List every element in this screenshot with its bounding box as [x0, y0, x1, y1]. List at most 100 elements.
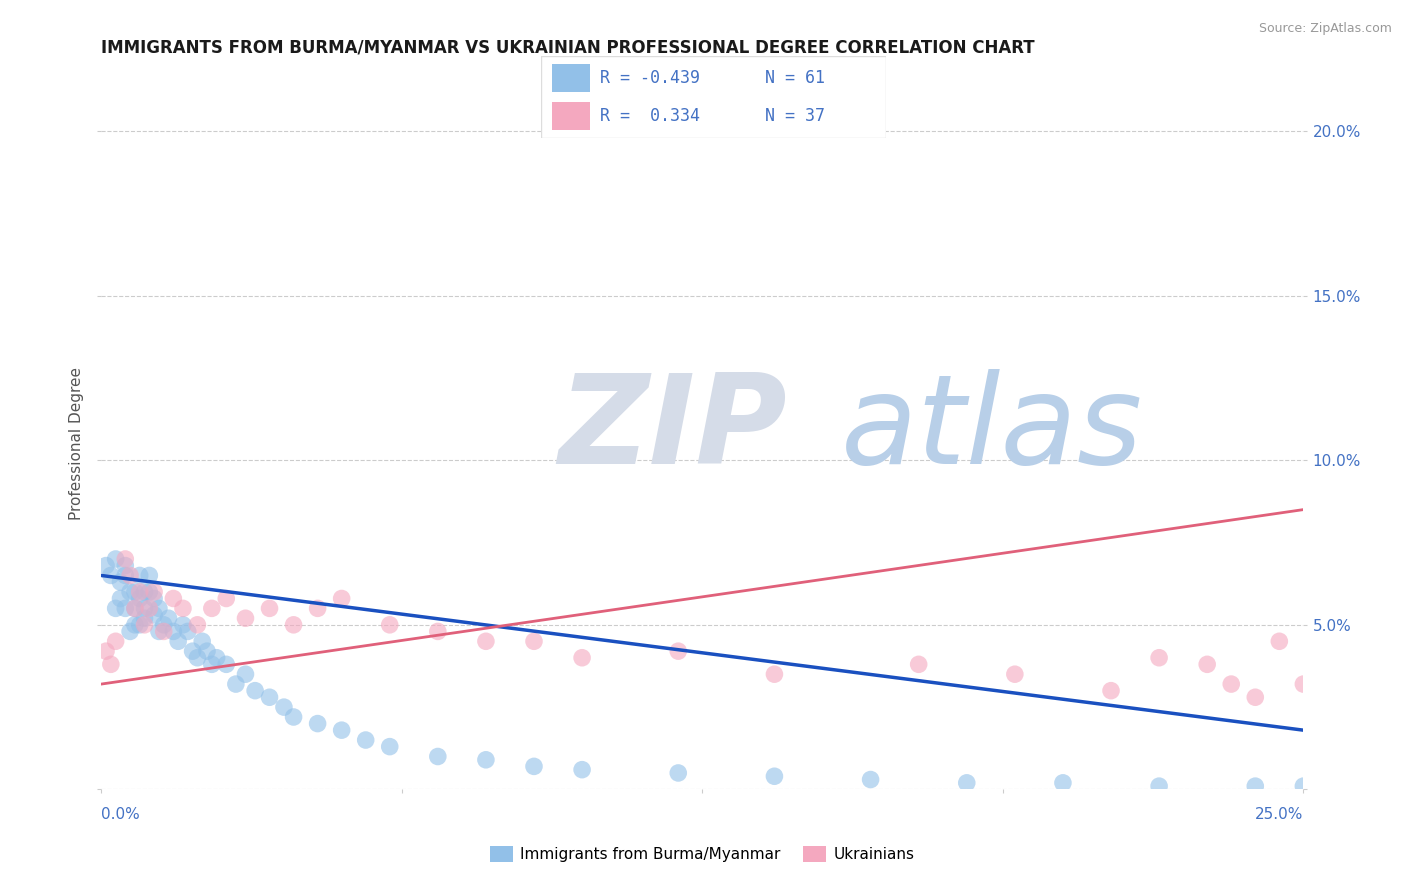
Point: [134, 601, 156, 615]
Point: [1197, 657, 1219, 672]
Point: [186, 650, 208, 665]
Text: 0.0%: 0.0%: [101, 807, 141, 822]
Text: IMMIGRANTS FROM BURMA/MYANMAR VS UKRAINIAN PROFESSIONAL DEGREE CORRELATION CHART: IMMIGRANTS FROM BURMA/MYANMAR VS UKRAINI…: [101, 38, 1035, 56]
Point: [124, 585, 146, 599]
Point: [1292, 779, 1315, 793]
Point: [120, 585, 142, 599]
Point: [114, 601, 136, 615]
Point: [177, 624, 200, 639]
Point: [104, 634, 127, 648]
Point: [307, 601, 329, 615]
Point: [186, 617, 208, 632]
Point: [666, 766, 689, 780]
Point: [1147, 779, 1170, 793]
Point: [523, 634, 546, 648]
Point: [523, 759, 546, 773]
Point: [283, 617, 305, 632]
Point: [162, 624, 184, 639]
Text: R =  0.334: R = 0.334: [600, 107, 700, 125]
Point: [138, 601, 160, 615]
Text: N = 61: N = 61: [765, 70, 825, 87]
Point: [104, 601, 127, 615]
Point: [763, 769, 786, 783]
Point: [172, 617, 194, 632]
Text: 25.0%: 25.0%: [1256, 807, 1303, 822]
Point: [134, 611, 156, 625]
Point: [128, 591, 150, 606]
Point: [195, 644, 218, 658]
Text: atlas: atlas: [841, 369, 1143, 491]
Point: [259, 690, 281, 705]
Point: [1147, 650, 1170, 665]
Point: [143, 607, 166, 622]
Point: [134, 585, 156, 599]
Y-axis label: Professional Degree: Professional Degree: [69, 368, 84, 520]
Point: [100, 657, 122, 672]
Point: [378, 617, 401, 632]
Point: [205, 650, 228, 665]
Point: [152, 624, 174, 639]
Point: [152, 617, 174, 632]
Point: [475, 634, 498, 648]
Point: [120, 624, 142, 639]
Point: [1220, 677, 1243, 691]
Text: Source: ZipAtlas.com: Source: ZipAtlas.com: [1258, 22, 1392, 36]
Point: [235, 667, 257, 681]
Point: [148, 601, 170, 615]
Point: [330, 723, 353, 738]
Point: [283, 710, 305, 724]
Point: [124, 601, 146, 615]
Point: [138, 585, 160, 599]
Legend: Immigrants from Burma/Myanmar, Ukrainians: Immigrants from Burma/Myanmar, Ukrainian…: [484, 840, 921, 868]
Point: [138, 568, 160, 582]
Point: [134, 617, 156, 632]
Point: [143, 591, 166, 606]
Point: [104, 552, 127, 566]
Point: [94, 644, 117, 658]
Point: [330, 591, 353, 606]
Point: [225, 677, 247, 691]
Point: [1099, 683, 1122, 698]
Point: [426, 749, 449, 764]
Point: [907, 657, 929, 672]
FancyBboxPatch shape: [541, 56, 886, 138]
Bar: [551, 64, 589, 92]
Point: [235, 611, 257, 625]
Point: [475, 753, 498, 767]
Point: [1244, 779, 1267, 793]
Point: [167, 634, 190, 648]
Point: [110, 575, 132, 590]
Point: [128, 568, 150, 582]
Point: [259, 601, 281, 615]
Point: [215, 657, 238, 672]
Text: R = -0.439: R = -0.439: [600, 70, 700, 87]
Point: [124, 617, 146, 632]
Point: [114, 568, 136, 582]
Point: [215, 591, 238, 606]
Point: [1004, 667, 1026, 681]
Point: [243, 683, 266, 698]
Point: [124, 601, 146, 615]
Point: [1292, 677, 1315, 691]
Point: [354, 733, 377, 747]
Point: [1244, 690, 1267, 705]
Point: [666, 644, 689, 658]
Point: [181, 644, 204, 658]
Point: [191, 634, 214, 648]
Point: [94, 558, 117, 573]
Point: [1052, 776, 1074, 790]
Point: [859, 772, 882, 787]
Point: [120, 568, 142, 582]
Point: [201, 657, 224, 672]
Point: [571, 763, 593, 777]
Point: [114, 552, 136, 566]
Point: [143, 585, 166, 599]
Point: [201, 601, 224, 615]
Point: [100, 568, 122, 582]
Point: [157, 611, 180, 625]
Point: [273, 700, 295, 714]
Point: [571, 650, 593, 665]
Point: [1268, 634, 1291, 648]
Point: [128, 585, 150, 599]
Text: ZIP: ZIP: [558, 369, 787, 491]
